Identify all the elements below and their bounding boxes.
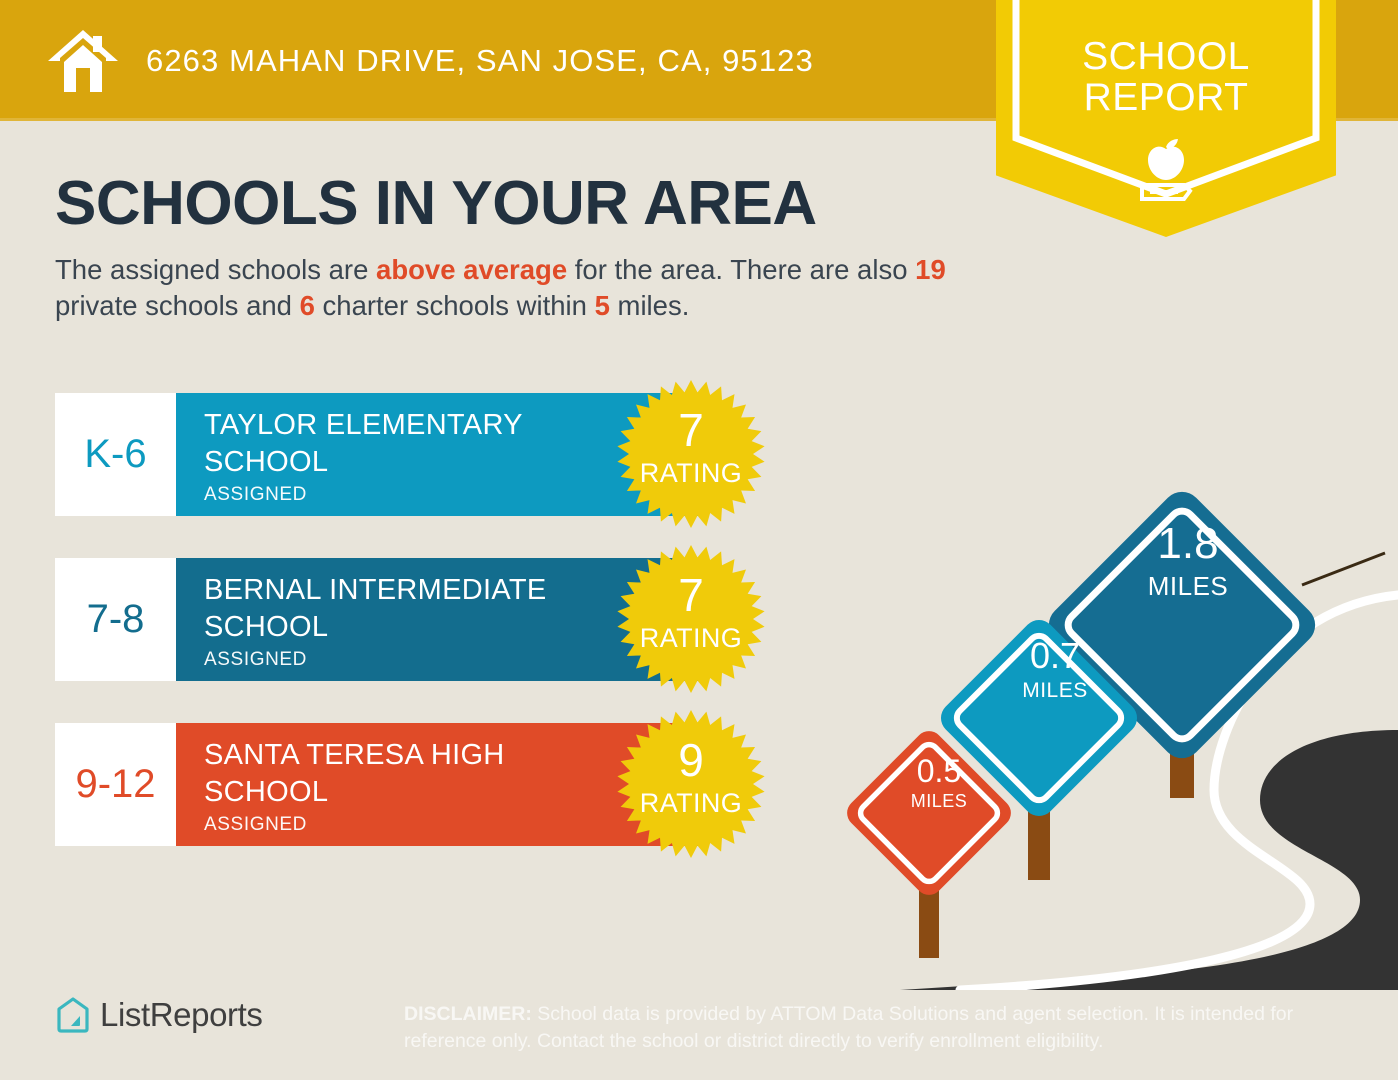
grade-range-label: 9-12 [75, 762, 156, 806]
summary-part-2: for the area. There are also [567, 254, 916, 285]
grade-range-box: 9-12 [55, 723, 176, 846]
badge-title-line2: REPORT [1083, 76, 1249, 119]
property-address: 6263 MAHAN DRIVE, SAN JOSE, CA, 95123 [146, 42, 814, 78]
school-info-bar: BERNAL INTERMEDIATE SCHOOL ASSIGNED [176, 558, 700, 681]
badge-title: SCHOOL REPORT [996, 36, 1336, 118]
distance-sign-1 [847, 731, 1011, 895]
listreports-house-icon [56, 996, 90, 1034]
road-and-signs-graphic [847, 491, 1398, 990]
starburst-shape [617, 710, 765, 858]
road-surface [900, 550, 1398, 990]
school-info-bar: SANTA TERESA HIGH SCHOOL ASSIGNED [176, 723, 700, 846]
rating-badge: 7 RATING [617, 545, 765, 693]
grade-range-label: 7-8 [86, 597, 145, 641]
school-name: TAYLOR ELEMENTARY SCHOOL [204, 409, 523, 478]
rating-label: RATING [639, 458, 743, 488]
rating-badge: 7 RATING [617, 380, 765, 528]
starburst-shape [617, 380, 765, 528]
school-list: K-6 TAYLOR ELEMENTARY SCHOOL ASSIGNED 7 … [55, 380, 765, 888]
starburst-shape [617, 545, 765, 693]
disclaimer: DISCLAIMER: School data is provided by A… [404, 1001, 1334, 1055]
distance-illustration: 1.8 MILES 0.7 MILES 0.5 MILES [840, 430, 1398, 990]
home-icon [46, 28, 120, 94]
sign-wire [1301, 551, 1386, 587]
school-info-bar: TAYLOR ELEMENTARY SCHOOL ASSIGNED [176, 393, 700, 516]
rating-value: 7 [678, 404, 704, 456]
summary-highlight-charter-count: 6 [299, 290, 315, 321]
school-row[interactable]: 9-12 SANTA TERESA HIGH SCHOOL ASSIGNED 9… [55, 710, 765, 858]
school-status: ASSIGNED [204, 649, 307, 670]
page-title: SCHOOLS IN YOUR AREA [55, 169, 817, 238]
summary-part-4: charter schools within [314, 290, 595, 321]
disclaimer-label: DISCLAIMER: [404, 1003, 532, 1025]
rating-label: RATING [639, 788, 743, 818]
grade-range-box: 7-8 [55, 558, 176, 681]
summary-part-1: The assigned schools are [55, 254, 377, 285]
rating-label: RATING [639, 623, 743, 653]
school-row[interactable]: 7-8 BERNAL INTERMEDIATE SCHOOL ASSIGNED … [55, 545, 765, 693]
grade-range-box: K-6 [55, 393, 176, 516]
school-row[interactable]: K-6 TAYLOR ELEMENTARY SCHOOL ASSIGNED 7 … [55, 380, 765, 528]
school-status: ASSIGNED [204, 814, 307, 835]
header-divider [0, 118, 1398, 121]
school-status: ASSIGNED [204, 484, 307, 505]
disclaimer-body: School data is provided by ATTOM Data So… [404, 1003, 1294, 1052]
apple-on-books-icon [1128, 133, 1204, 209]
summary-part-3: private schools and [55, 290, 300, 321]
summary-part-5: miles. [609, 290, 690, 321]
summary-highlight-radius: 5 [594, 290, 610, 321]
grade-range-label: K-6 [84, 432, 147, 476]
rating-value: 7 [678, 569, 704, 621]
distance-sign-2 [940, 619, 1138, 817]
summary-highlight-above-average: above average [376, 254, 568, 285]
school-name: SANTA TERESA HIGH SCHOOL [204, 739, 505, 808]
rating-value: 9 [678, 734, 704, 786]
badge-title-line1: SCHOOL [1082, 35, 1250, 78]
summary-highlight-private-count: 19 [915, 254, 946, 285]
brand-logo[interactable]: ListReports [56, 996, 263, 1034]
rating-badge: 9 RATING [617, 710, 765, 858]
school-report-badge: SCHOOL REPORT [996, 0, 1336, 237]
summary-text: The assigned schools are above average f… [55, 252, 975, 324]
school-name: BERNAL INTERMEDIATE SCHOOL [204, 574, 547, 643]
brand-name: ListReports [100, 996, 263, 1033]
